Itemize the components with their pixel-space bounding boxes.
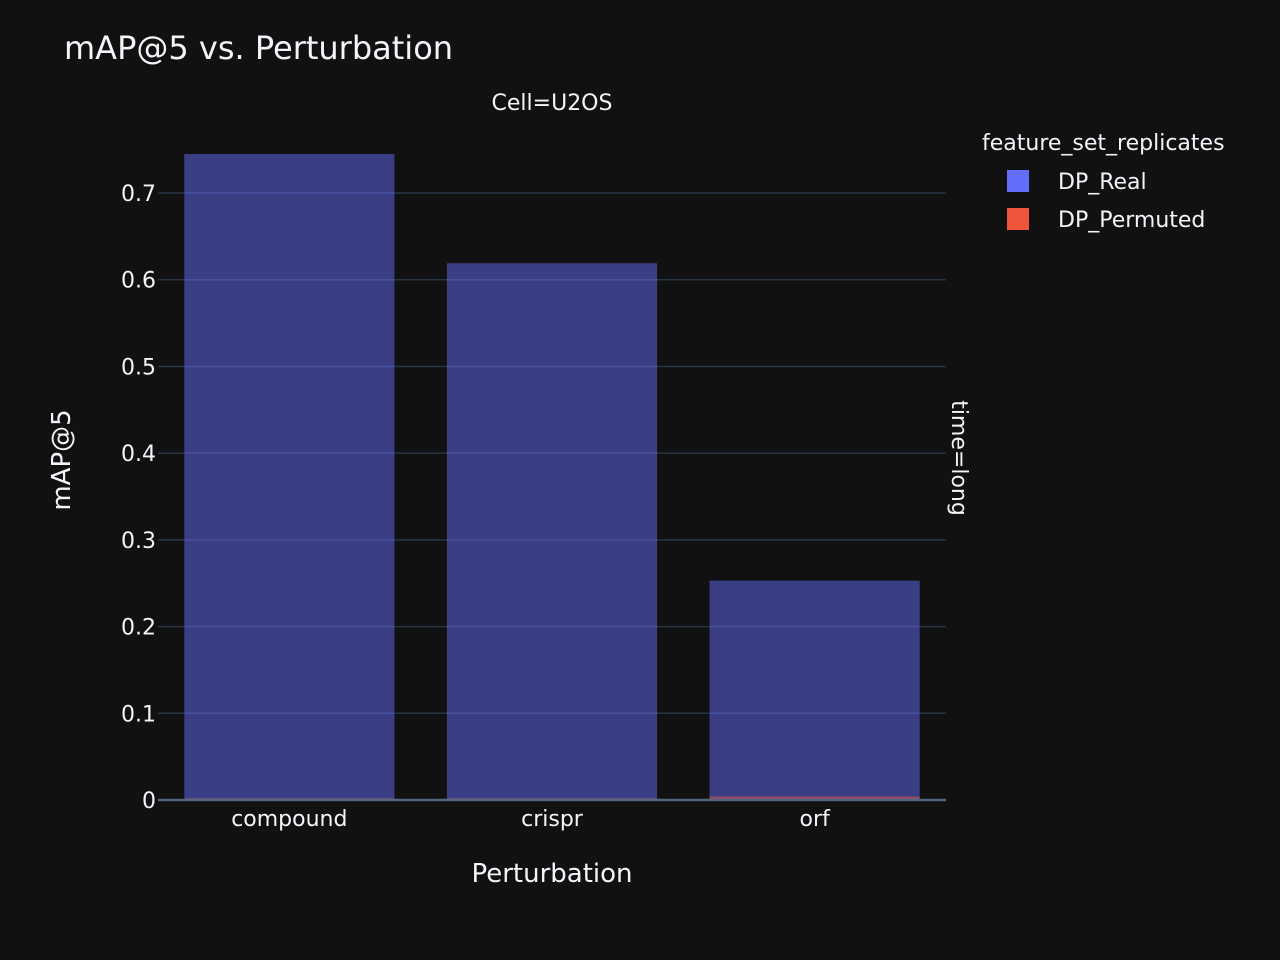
bar-dp-permuted-orf	[709, 796, 920, 800]
y-tick-labels: 0 0.1 0.2 0.3 0.4 0.5 0.6 0.7	[121, 182, 156, 814]
bar-dp-real-orf	[709, 580, 920, 800]
bar-dp-real-crispr	[446, 263, 658, 801]
x-tick-label-crispr: crispr	[521, 807, 584, 832]
facet-column-label: Cell=U2OS	[492, 91, 613, 116]
legend: feature_set_replicates DP_Real DP_Permute…	[982, 131, 1225, 233]
y-tick-label: 0.7	[121, 182, 156, 207]
legend-item-dp-permuted[interactable]: DP_Permuted	[1007, 208, 1205, 233]
y-tick-label: 0.4	[121, 442, 156, 467]
x-tick-label-orf: orf	[800, 807, 832, 832]
legend-swatch	[1007, 208, 1029, 230]
bars	[158, 154, 946, 802]
y-tick-label: 0.3	[121, 529, 156, 554]
x-axis-label: Perturbation	[471, 859, 632, 889]
y-tick-label: 0	[142, 789, 156, 814]
chart-title: mAP@5 vs. Perturbation	[64, 29, 453, 67]
legend-title: feature_set_replicates	[982, 131, 1225, 156]
facet-row-label: time=long	[946, 400, 971, 516]
x-tick-labels: compound crispr orf	[231, 807, 831, 832]
bar-dp-real-compound	[184, 154, 395, 800]
y-tick-label: 0.6	[121, 269, 156, 294]
legend-label: DP_Real	[1058, 170, 1147, 195]
legend-item-dp-real[interactable]: DP_Real	[1007, 170, 1147, 195]
y-tick-label: 0.2	[121, 616, 156, 641]
y-tick-label: 0.1	[121, 702, 156, 727]
legend-swatch	[1007, 170, 1029, 192]
y-tick-label: 0.5	[121, 355, 156, 380]
y-axis-label: mAP@5	[47, 409, 77, 510]
x-tick-label-compound: compound	[231, 807, 347, 832]
legend-label: DP_Permuted	[1058, 208, 1205, 233]
